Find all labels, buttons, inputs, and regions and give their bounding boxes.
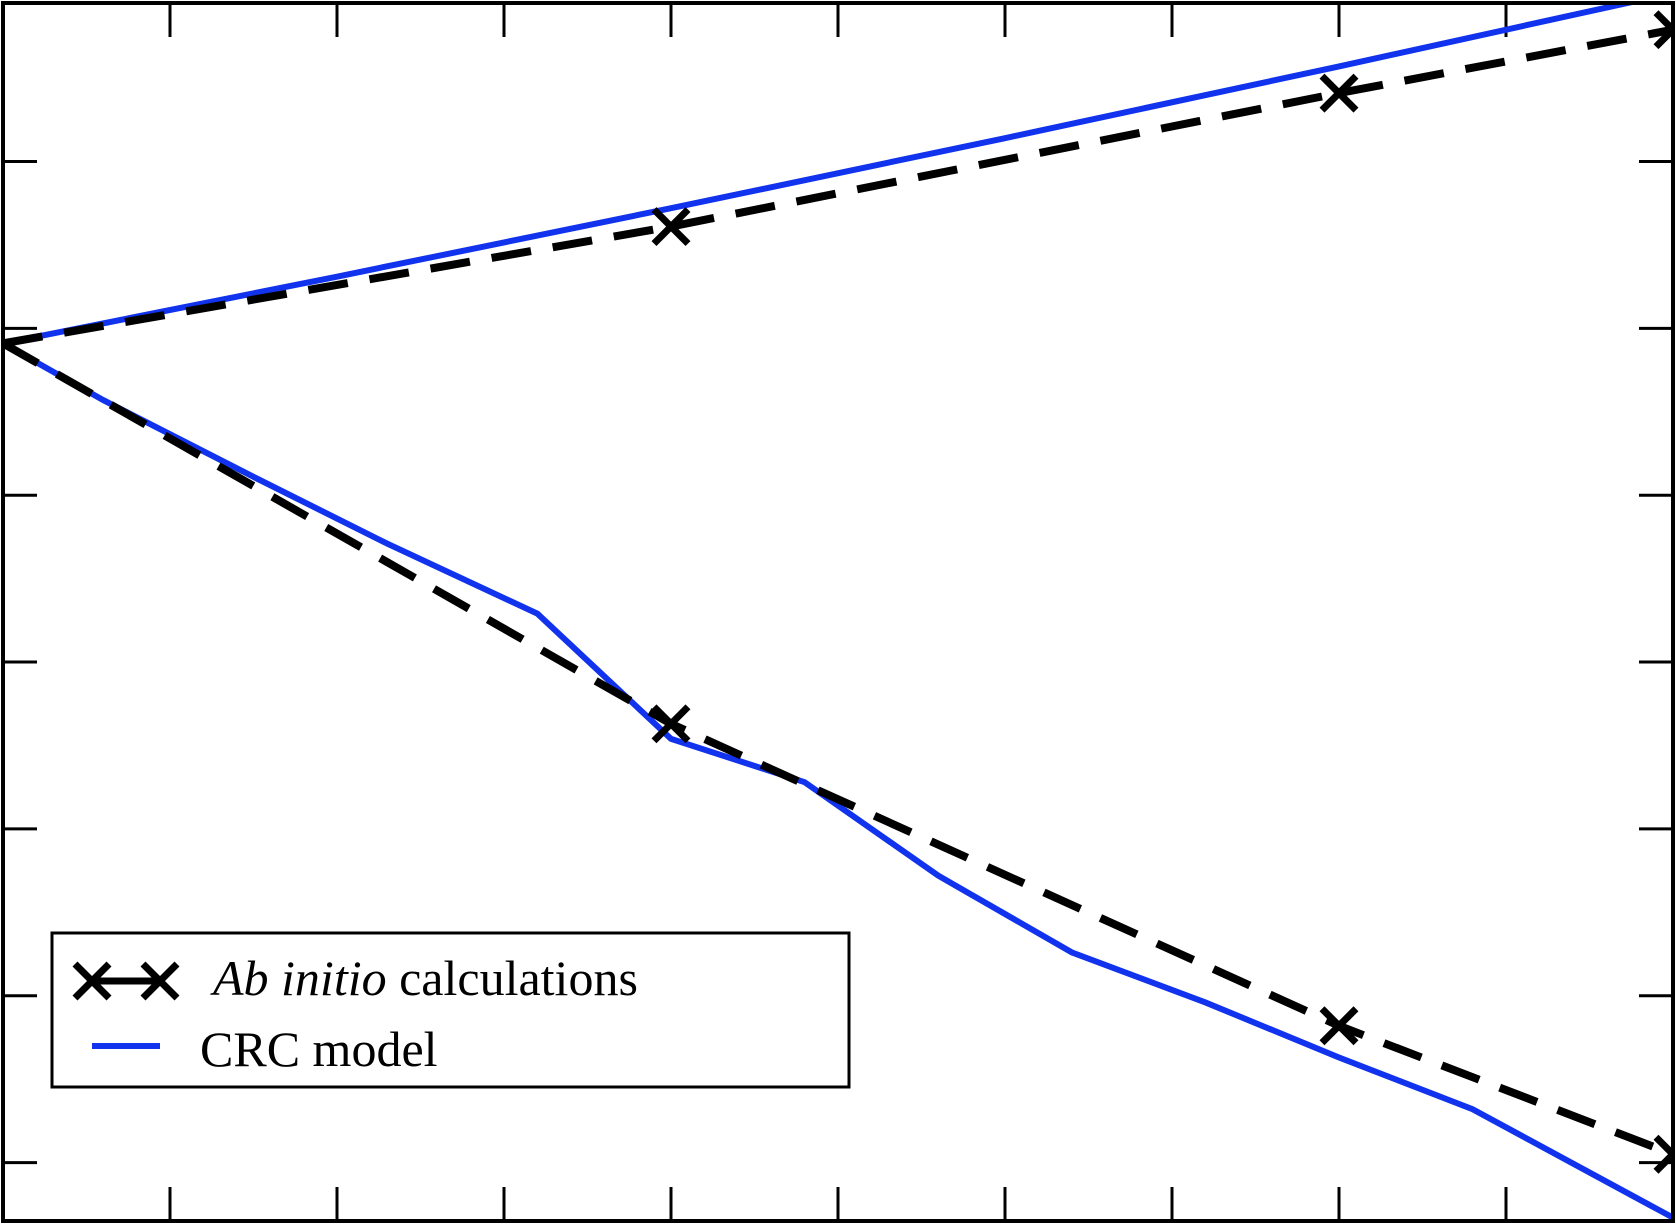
series-line-ab-initio-calculations-branch-1 (3, 339, 1673, 1158)
legend-sample-ab-initio (72, 961, 180, 1001)
series-line-crc-model-branch-1 (3, 340, 1673, 1221)
series-line-crc-model-branch-0 (3, 3, 1642, 347)
legend-label-crc-model: CRC model (200, 1021, 438, 1077)
series-line-ab-initio-calculations-branch-0 (3, 25, 1673, 348)
data-point-ab-initio-calculations-branch-1-2 (1319, 1006, 1359, 1046)
data-point-ab-initio-calculations-branch-0-1 (651, 207, 691, 247)
legend-marker-ab-initio-right (140, 961, 180, 1001)
data-point-ab-initio-calculations-branch-0-3 (1653, 10, 1673, 50)
data-point-ab-initio-calculations-branch-1-1 (651, 704, 691, 744)
legend-label-ab-initio: Ab initio calculations (210, 950, 638, 1006)
series-layer (3, 3, 1673, 1221)
axis-ticks (1, 3, 1675, 1221)
legend-box (50, 931, 851, 1089)
data-point-ab-initio-calculations-branch-1-3 (1653, 1134, 1673, 1174)
legend: Ab initio calculations CRC model (50, 931, 851, 1089)
legend-marker-ab-initio-left (72, 961, 112, 1001)
data-point-ab-initio-calculations-branch-0-2 (1319, 73, 1359, 113)
